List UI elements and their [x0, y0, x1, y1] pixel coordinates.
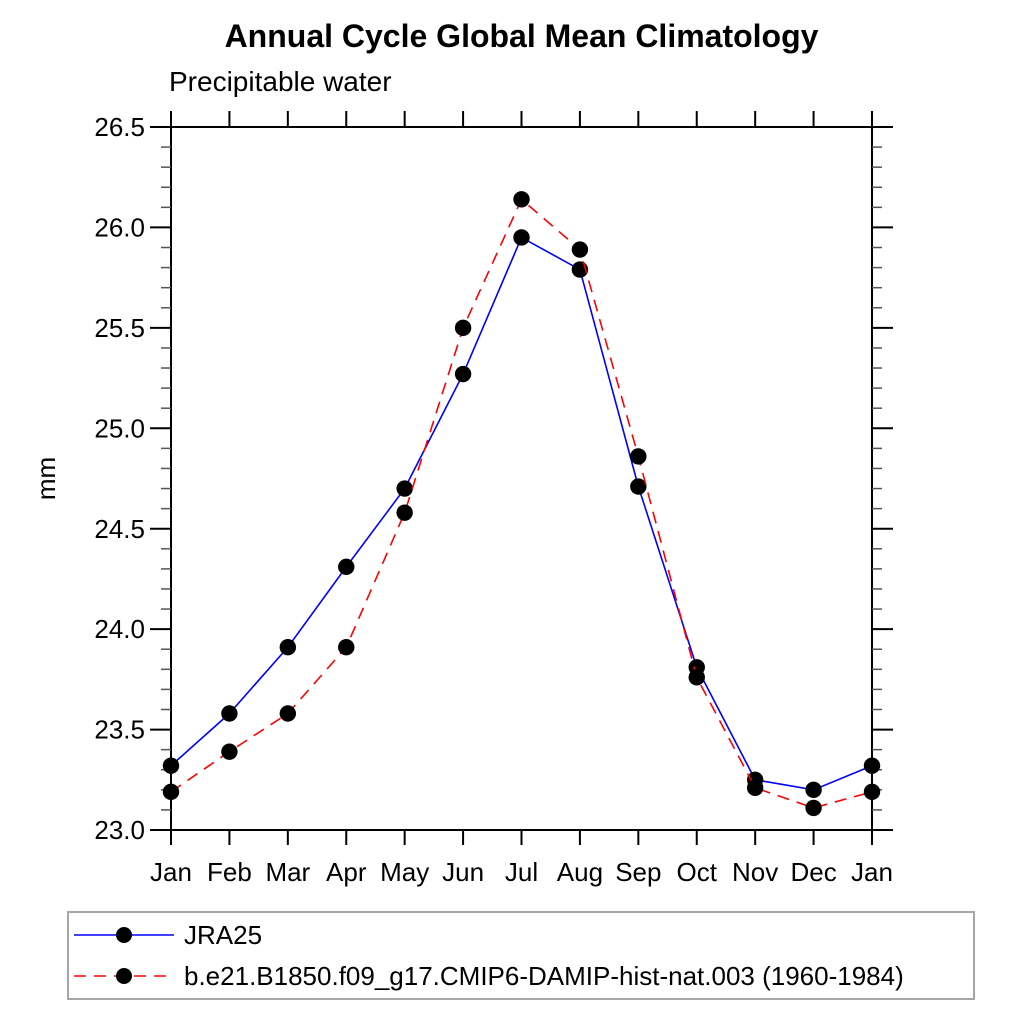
- data-point: [279, 639, 297, 656]
- x-tick-label: Apr: [326, 857, 367, 887]
- data-point: [396, 504, 413, 521]
- y-tick-label: 25.5: [94, 313, 145, 343]
- x-tick-label: Jan: [851, 857, 893, 887]
- data-point: [571, 241, 589, 258]
- y-tick-label: 23.0: [94, 815, 145, 845]
- y-tick-label: 23.5: [94, 715, 145, 745]
- data-point: [162, 783, 180, 801]
- x-tick-label: Oct: [677, 857, 718, 887]
- legend-marker-dot: [116, 927, 132, 943]
- y-tick-label: 26.0: [94, 213, 145, 243]
- x-tick-label: Mar: [265, 857, 310, 887]
- legend-line-sample-solid: [74, 927, 174, 943]
- legend-label-jra25: JRA25: [184, 919, 263, 950]
- data-point: [805, 799, 822, 817]
- x-tick-label: Sep: [615, 857, 661, 887]
- data-point: [688, 669, 705, 686]
- y-tick-label: 24.0: [94, 614, 145, 644]
- chart-subtitle: Precipitable water: [169, 66, 392, 97]
- data-point: [746, 779, 764, 797]
- x-tick-label: Jul: [505, 857, 538, 887]
- y-tick-label: 25.0: [94, 413, 145, 443]
- data-point: [630, 448, 647, 465]
- data-point: [221, 743, 238, 760]
- y-axis-label: mm: [31, 457, 61, 500]
- chart-title: Annual Cycle Global Mean Climatology: [224, 18, 819, 54]
- y-tick-label: 26.5: [94, 112, 145, 142]
- data-point: [221, 705, 238, 722]
- series-line-1: [170, 198, 873, 809]
- data-point: [863, 757, 881, 774]
- legend-line-sample-dashed: [74, 968, 174, 984]
- data-point: [454, 319, 472, 337]
- x-tick-label: Nov: [732, 857, 778, 887]
- x-tick-label: Feb: [207, 857, 252, 887]
- legend-item-jra25: JRA25: [72, 915, 973, 956]
- legend: JRA25 b.e21.B1850.f09_g17.CMIP6-DAMIP-hi…: [67, 911, 975, 1000]
- data-point: [630, 478, 647, 495]
- y-tick-label: 24.5: [94, 514, 145, 544]
- data-point: [863, 783, 881, 801]
- x-tick-label: Dec: [790, 857, 836, 887]
- series-line-0: [170, 236, 873, 791]
- data-point: [338, 639, 355, 656]
- legend-item-model: b.e21.B1850.f09_g17.CMIP6-DAMIP-hist-nat…: [72, 956, 973, 997]
- data-point: [162, 757, 180, 774]
- data-point: [396, 480, 413, 497]
- legend-label-model: b.e21.B1850.f09_g17.CMIP6-DAMIP-hist-nat…: [184, 960, 904, 991]
- data-point: [513, 191, 530, 208]
- x-tick-label: Aug: [557, 857, 603, 887]
- x-tick-label: Jan: [150, 857, 192, 887]
- data-point: [454, 365, 472, 383]
- data-point: [513, 229, 530, 246]
- data-point: [805, 781, 822, 799]
- data-point: [279, 705, 297, 722]
- legend-marker-dot: [116, 968, 132, 984]
- x-tick-label: Jun: [442, 857, 484, 887]
- data-point: [338, 558, 355, 576]
- x-tick-label: May: [380, 857, 429, 887]
